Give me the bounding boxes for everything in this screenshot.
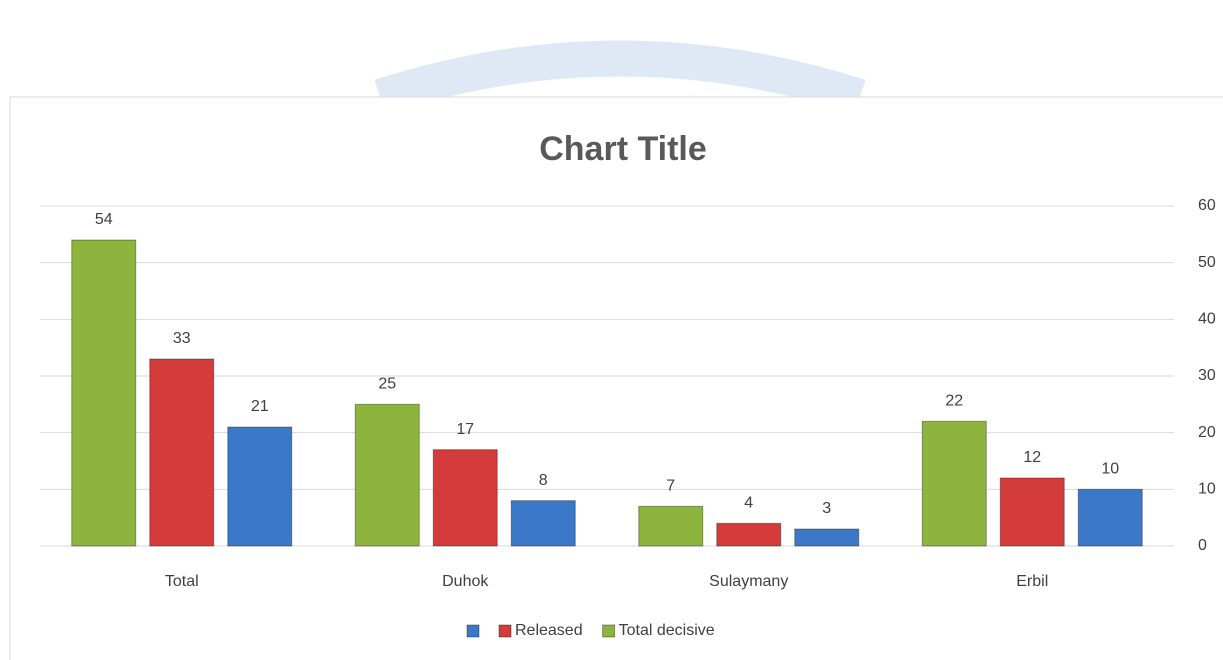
y-tick-label: 20 — [1198, 424, 1216, 441]
y-tick-label: 0 — [1198, 537, 1207, 554]
legend-marker — [498, 624, 512, 638]
legend-label: Released — [515, 622, 583, 639]
data-label: 12 — [1023, 449, 1041, 466]
bar — [638, 505, 704, 547]
data-label: 21 — [251, 398, 269, 415]
bar — [510, 500, 576, 547]
data-label: 54 — [95, 211, 113, 228]
bar — [1077, 488, 1143, 547]
x-tick-label: Total — [165, 573, 199, 590]
chart-title: Chart Title — [539, 130, 707, 168]
bar — [716, 522, 782, 547]
watermark — [374, 40, 866, 115]
data-label: 17 — [456, 421, 474, 438]
bar — [794, 528, 860, 547]
data-label: 7 — [666, 478, 675, 495]
data-label: 33 — [173, 330, 191, 347]
y-tick-label: 40 — [1198, 311, 1216, 328]
y-tick-label: 50 — [1198, 254, 1216, 271]
x-tick-label: Erbil — [1016, 573, 1048, 590]
data-label: 4 — [744, 495, 753, 512]
bar — [227, 426, 293, 547]
data-label: 10 — [1101, 461, 1119, 478]
bar — [432, 449, 498, 547]
bar — [354, 403, 420, 547]
x-tick-label: Sulaymany — [709, 573, 788, 590]
bar — [999, 477, 1065, 547]
data-label: 8 — [539, 472, 548, 489]
bar — [921, 420, 987, 547]
data-label: 25 — [378, 376, 396, 393]
y-tick-label: 30 — [1198, 367, 1216, 384]
data-label: 3 — [822, 500, 831, 517]
x-tick-label: Duhok — [442, 573, 489, 590]
legend-marker — [466, 624, 480, 638]
legend-marker — [602, 624, 616, 638]
data-label: 22 — [945, 393, 963, 410]
bar — [149, 358, 215, 547]
legend-label: Total decisive — [619, 622, 715, 639]
y-tick-label: 10 — [1198, 481, 1216, 498]
bar — [71, 239, 137, 547]
y-tick-label: 60 — [1198, 197, 1216, 214]
